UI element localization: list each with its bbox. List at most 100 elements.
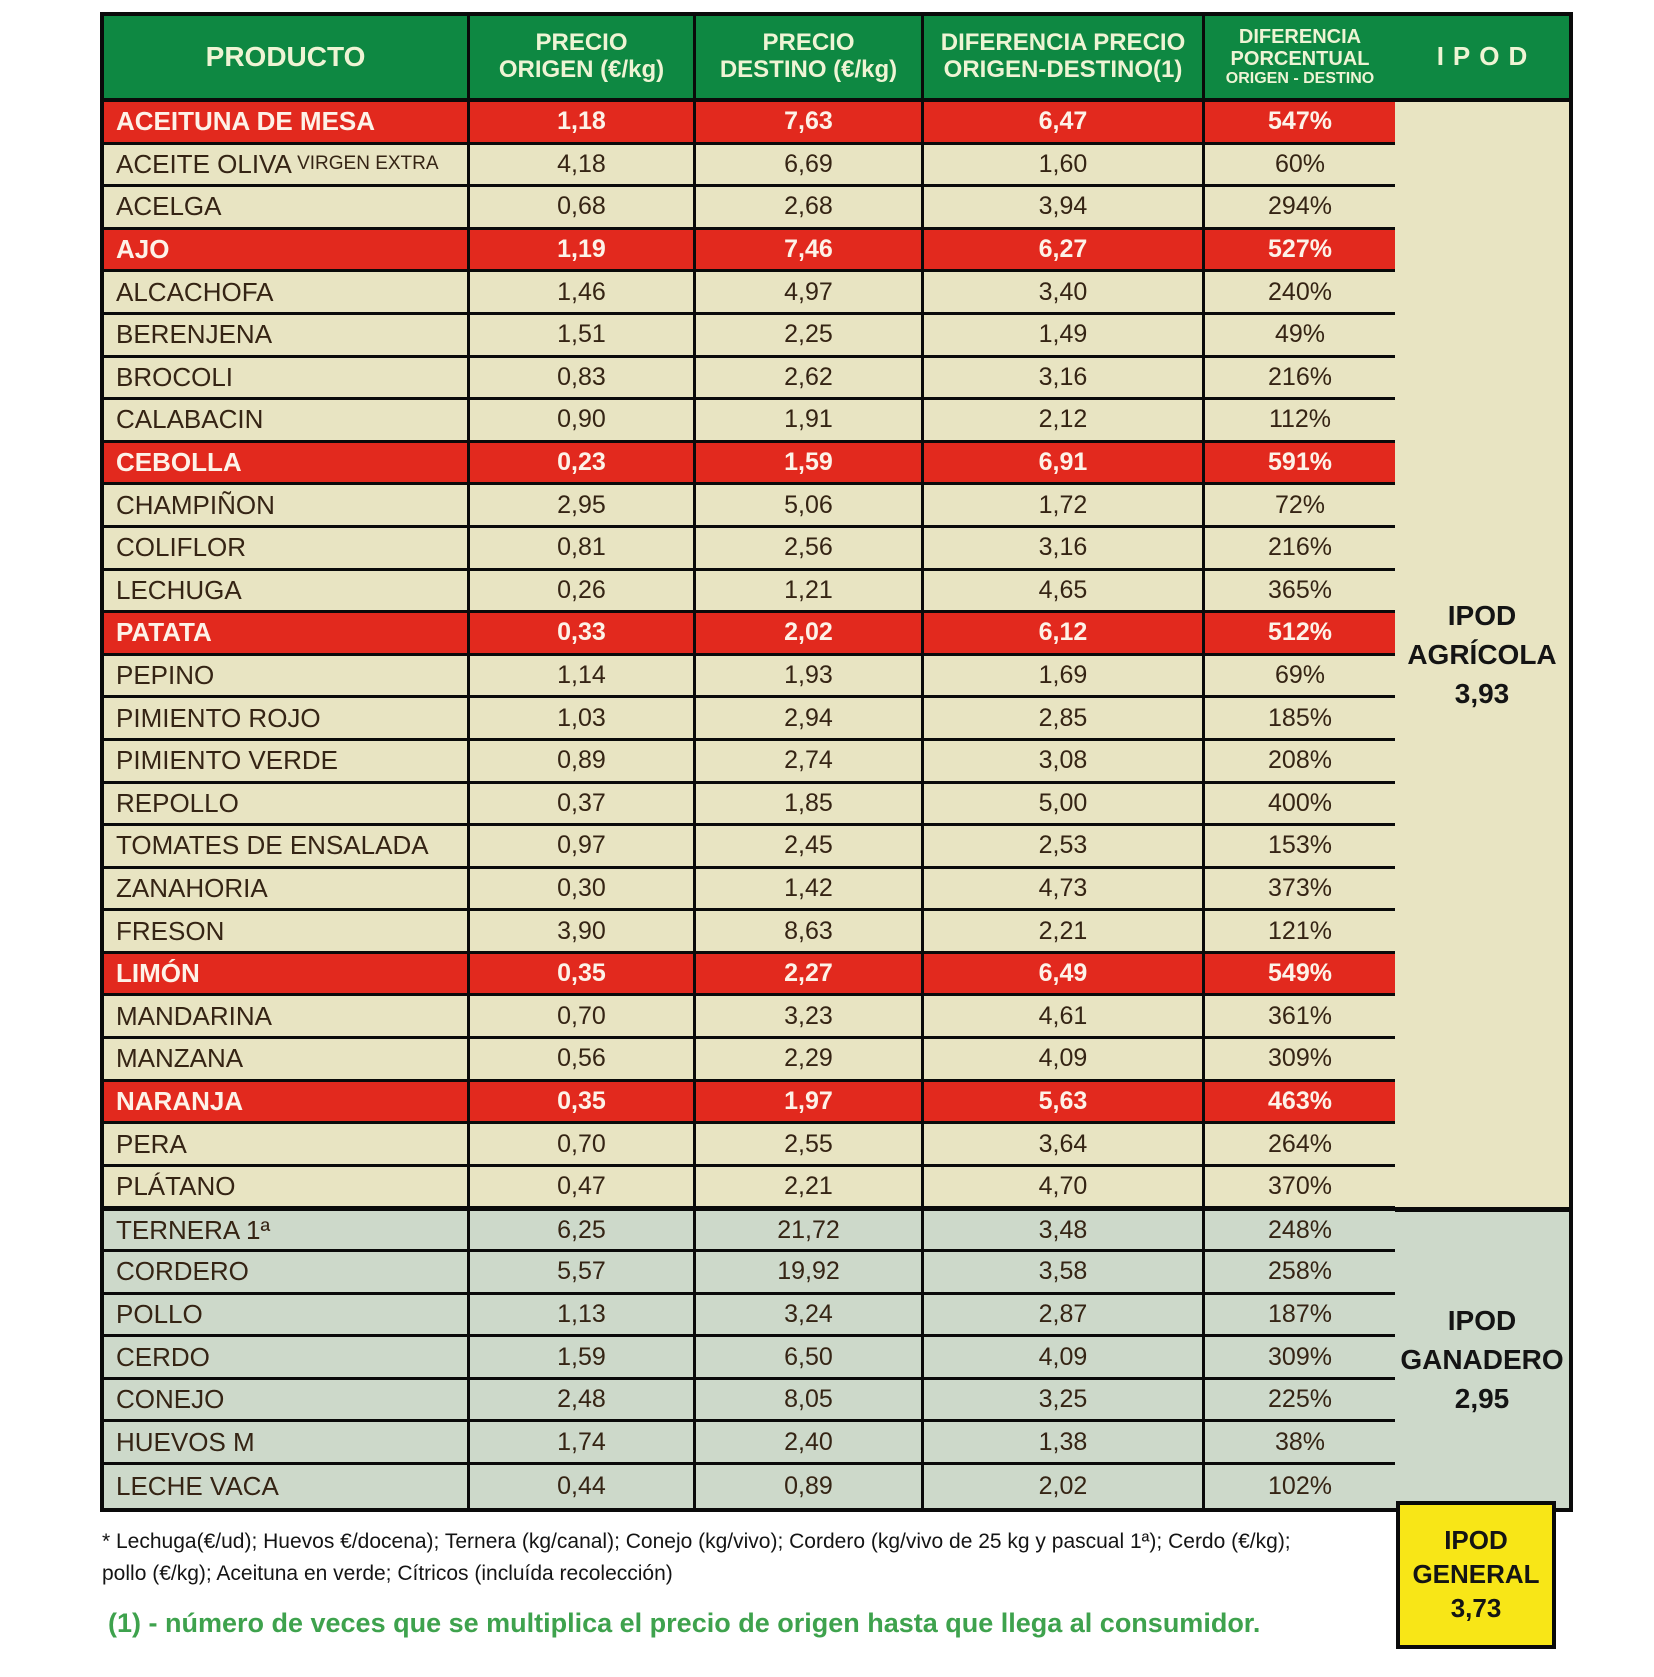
cell-porcentaje: 49% xyxy=(1274,320,1326,349)
cell-porcentaje: 153% xyxy=(1268,831,1332,860)
product-name: CONEJO xyxy=(116,1384,225,1415)
product-name: POLLO xyxy=(116,1298,203,1329)
cell-diferencia: 2,85 xyxy=(924,698,1205,738)
cell-porcentaje: 309% xyxy=(1268,1044,1332,1073)
cell-producto: MANDARINA xyxy=(104,996,470,1037)
cell-diferencia: 2,12 xyxy=(924,400,1205,440)
table-row: PIMIENTO ROJO 1,03 2,94 2,85 185% xyxy=(104,698,1395,741)
cell-producto: HUEVOS M xyxy=(104,1422,470,1462)
table-row: CONEJO 2,48 8,05 3,25 225% xyxy=(104,1379,1395,1423)
cell-producto: PATATA xyxy=(104,613,470,653)
cell-precio-origen: 4,18 xyxy=(470,144,696,185)
cell-producto: BERENJENA xyxy=(104,314,470,355)
cell-porcentaje: 527% xyxy=(1268,235,1332,264)
cell-producto: PEPINO xyxy=(104,655,470,696)
cell-producto: MANZANA xyxy=(104,1039,470,1079)
cell-producto: TERNERA 1ª xyxy=(104,1211,470,1250)
cell-producto: CONEJO xyxy=(104,1379,470,1420)
cell-diferencia: 4,70 xyxy=(924,1166,1205,1207)
ipod-general-label2: GENERAL xyxy=(1412,1559,1540,1590)
cell-diferencia: 3,48 xyxy=(924,1211,1205,1250)
ipod-general-box: IPOD GENERAL 3,73 xyxy=(1396,1501,1556,1649)
cell-precio-destino: 6,69 xyxy=(696,144,924,185)
cell-porcentaje: 187% xyxy=(1268,1299,1332,1328)
cell-precio-origen: 0,81 xyxy=(470,527,696,568)
product-name: PLÁTANO xyxy=(116,1171,236,1202)
cell-producto: PIMIENTO ROJO xyxy=(104,698,470,738)
cell-precio-origen: 2,95 xyxy=(470,485,696,525)
asterisk-footnote-line1: * Lechuga(€/ud); Huevos €/docena); Terne… xyxy=(102,1530,1291,1553)
cell-precio-destino: 2,62 xyxy=(696,357,924,398)
cell-precio-destino: 19,92 xyxy=(696,1252,924,1292)
ipod-agricola-label1: IPOD xyxy=(1447,599,1517,631)
cell-precio-origen: 0,90 xyxy=(470,400,696,440)
cell-diferencia: 4,09 xyxy=(924,1337,1205,1377)
product-name: ACEITE OLIVA xyxy=(116,148,292,179)
cell-diferencia: 3,08 xyxy=(924,740,1205,781)
cell-precio-destino: 1,91 xyxy=(696,400,924,440)
product-name: BROCOLI xyxy=(116,361,234,392)
cell-precio-origen: 1,46 xyxy=(470,272,696,312)
ipod-agricola-label2: AGRÍCOLA xyxy=(1407,638,1557,670)
ipod-ganadero-value: 2,95 xyxy=(1454,1383,1510,1415)
cell-precio-origen: 0,68 xyxy=(470,187,696,227)
product-name: ACEITUNA DE MESA xyxy=(116,106,376,137)
cell-porcentaje: 60% xyxy=(1274,149,1326,178)
cell-diferencia: 3,25 xyxy=(924,1379,1205,1420)
cell-precio-origen: 1,03 xyxy=(470,698,696,738)
cell-precio-origen: 0,35 xyxy=(470,1081,696,1122)
cell-precio-destino: 1,21 xyxy=(696,570,924,611)
product-name-small: VIRGEN EXTRA xyxy=(291,153,439,175)
product-name: LECHUGA xyxy=(116,574,242,605)
cell-diferencia: 6,12 xyxy=(924,613,1205,653)
column-header-producto: PRODUCTO xyxy=(104,16,470,98)
asterisk-footnote-line2: pollo (€/kg); Aceituna en verde; Cítrico… xyxy=(102,1561,673,1585)
product-name: MANDARINA xyxy=(116,1000,273,1031)
cell-porcentaje: 373% xyxy=(1268,873,1332,902)
cell-diferencia: 1,38 xyxy=(924,1422,1205,1462)
table-header-row: PRODUCTO PRECIO ORIGEN (€/kg) PRECIO DES… xyxy=(104,16,1395,102)
cell-diferencia: 3,58 xyxy=(924,1252,1205,1292)
cell-precio-destino: 6,50 xyxy=(696,1337,924,1377)
product-name: LIMÓN xyxy=(116,958,200,989)
cell-diferencia: 2,21 xyxy=(924,911,1205,951)
cell-porcentaje: 216% xyxy=(1268,362,1332,391)
cell-porcentaje: 216% xyxy=(1268,533,1332,562)
cell-precio-origen: 0,26 xyxy=(470,570,696,611)
cell-porcentaje: 121% xyxy=(1268,916,1332,945)
cell-precio-origen: 0,33 xyxy=(470,613,696,653)
product-name: PEPINO xyxy=(116,660,215,691)
cell-producto: LIMÓN xyxy=(104,953,470,994)
cell-diferencia: 6,27 xyxy=(924,229,1205,270)
main-columns: PRODUCTO PRECIO ORIGEN (€/kg) PRECIO DES… xyxy=(104,16,1395,1508)
column-header-diferencia-porcentual: DIFERENCIA PORCENTUAL ORIGEN - DESTINO xyxy=(1205,16,1395,98)
cell-diferencia: 5,63 xyxy=(924,1081,1205,1122)
cell-precio-destino: 1,42 xyxy=(696,868,924,909)
table-row: PERA 0,70 2,55 3,64 264% xyxy=(104,1124,1395,1167)
green-footnote: (1) - número de veces que se multiplica … xyxy=(108,1608,1261,1638)
cell-porcentaje: 591% xyxy=(1268,448,1332,477)
cell-diferencia: 6,91 xyxy=(924,442,1205,483)
cell-porcentaje: 549% xyxy=(1268,959,1332,988)
cell-precio-destino: 8,05 xyxy=(696,1379,924,1420)
cell-precio-destino: 2,55 xyxy=(696,1124,924,1164)
cell-porcentaje: 225% xyxy=(1268,1385,1332,1414)
product-name: HUEVOS M xyxy=(116,1426,255,1457)
cell-precio-destino: 1,59 xyxy=(696,442,924,483)
cell-porcentaje: 264% xyxy=(1268,1129,1332,1158)
cell-precio-origen: 6,25 xyxy=(470,1211,696,1250)
table-body: ACEITUNA DE MESA 1,18 7,63 6,47 547% ACE… xyxy=(104,102,1395,1508)
cell-precio-origen: 2,48 xyxy=(470,1379,696,1420)
cell-producto: REPOLLO xyxy=(104,783,470,824)
product-name: TOMATES DE ENSALADA xyxy=(116,830,429,861)
cell-precio-origen: 0,37 xyxy=(470,783,696,824)
table-row: ALCACHOFA 1,46 4,97 3,40 240% xyxy=(104,272,1395,315)
table-row: CERDO 1,59 6,50 4,09 309% xyxy=(104,1337,1395,1380)
table-row: ACEITUNA DE MESA 1,18 7,63 6,47 547% xyxy=(104,102,1395,145)
cell-porcentaje: 361% xyxy=(1268,1001,1332,1030)
product-name: FRESON xyxy=(116,915,225,946)
table-row: CHAMPIÑON 2,95 5,06 1,72 72% xyxy=(104,485,1395,528)
product-name: REPOLLO xyxy=(116,787,239,818)
cell-precio-origen: 0,89 xyxy=(470,740,696,781)
